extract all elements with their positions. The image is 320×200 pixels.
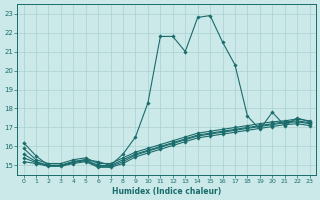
X-axis label: Humidex (Indice chaleur): Humidex (Indice chaleur) xyxy=(112,187,221,196)
